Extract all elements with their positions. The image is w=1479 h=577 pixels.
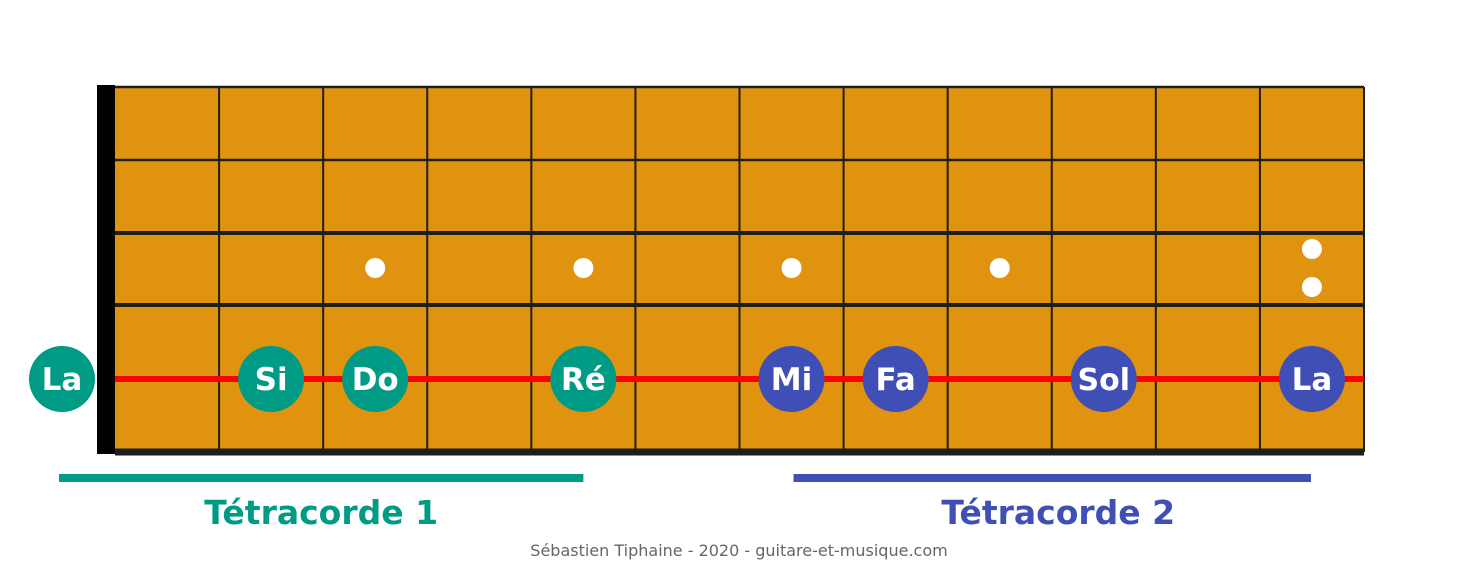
note-marker: Fa [862, 346, 929, 412]
note-marker: Mi [758, 346, 825, 412]
note-label: Si [255, 362, 288, 398]
note-marker: Sol [1070, 346, 1137, 412]
note-circle [758, 346, 825, 412]
note-label: La [1292, 362, 1333, 398]
inlay-dot [1301, 239, 1322, 259]
note-label: Fa [875, 362, 915, 398]
note-circle [1070, 346, 1137, 412]
inlay-dot [989, 258, 1010, 278]
note-label: Sol [1078, 363, 1131, 398]
fret-inlays [365, 239, 1322, 297]
notes: La Si Do Ré Mi Fa Sol La [29, 346, 1345, 412]
note-marker: Si [238, 346, 305, 412]
note-circle [550, 346, 617, 412]
note-marker: Ré [550, 346, 617, 412]
note-circle [342, 346, 409, 412]
credit-text: Sébastien Tiphaine - 2020 - guitare-et-m… [530, 541, 947, 560]
inlay-dot [365, 258, 386, 278]
note-label: Mi [771, 362, 812, 398]
note-marker: La [29, 346, 95, 412]
note-label: Ré [561, 362, 606, 398]
note-marker: La [1278, 346, 1345, 412]
tetracorde-2-label: Tétracorde 2 [941, 493, 1175, 532]
note-circle [1278, 346, 1345, 412]
note-circle [29, 346, 95, 412]
tetracorde-1-bar [59, 474, 584, 482]
inlay-dot [573, 258, 594, 278]
note-label: Do [352, 362, 399, 398]
tetracordes: Tétracorde 1 Tétracorde 2 [59, 474, 1311, 532]
fretboard [97, 85, 1365, 456]
note-label: La [42, 362, 83, 398]
tetracorde-1-label: Tétracorde 1 [204, 493, 438, 532]
note-circle [862, 346, 929, 412]
tetracorde-2-bar [793, 474, 1311, 482]
note-circle [238, 346, 305, 412]
nut [97, 85, 115, 454]
inlay-dot [1301, 277, 1322, 297]
inlay-dot [781, 258, 802, 278]
note-marker: Do [342, 346, 409, 412]
